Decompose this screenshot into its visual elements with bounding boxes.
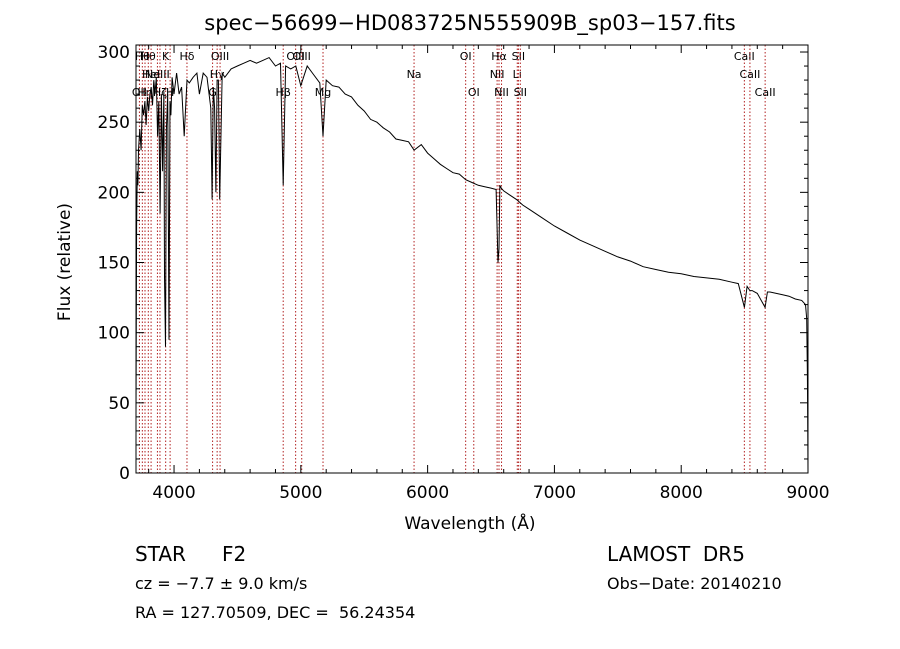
chart-title: spec−56699−HD083725N555909B_sp03−157.fit… [204, 11, 735, 36]
x-tick-label: 4000 [152, 483, 195, 503]
x-tick-label: 6000 [406, 483, 449, 503]
x-tick-label: 9000 [786, 483, 829, 503]
line-label: Hθ [135, 50, 150, 63]
line-label: CaII [734, 50, 755, 63]
line-label: SII [512, 50, 525, 63]
line-label: NII [490, 68, 505, 81]
x-tick-label: 8000 [660, 483, 703, 503]
line-label: OIII [211, 50, 229, 63]
y-tick-label: 50 [108, 394, 130, 414]
line-label: Li [513, 68, 522, 81]
line-label: OI [460, 50, 472, 63]
line-label: Hβ [276, 86, 291, 99]
spectrum-line [135, 56, 809, 474]
y-tick-label: 100 [98, 324, 130, 344]
ra-dec: RA = 127.70509, DEC = 56.24354 [135, 603, 416, 622]
y-tick-label: 150 [98, 254, 130, 274]
line-label: OIII [286, 50, 304, 63]
observation-date: Obs−Date: 20140210 [607, 574, 782, 593]
line-label: Hθ [141, 50, 156, 63]
line-label: Hα [491, 50, 507, 63]
line-label: HeI [142, 68, 160, 81]
line-label: Hη [137, 86, 152, 99]
axes: 4000 5000 6000 7000 8000 9000 0 50 100 150 200 250 3… [98, 43, 830, 503]
y-tick-label: 250 [98, 113, 130, 133]
line-label: OI [468, 86, 480, 99]
line-label: CaII [739, 68, 760, 81]
line-label: NeIII [145, 68, 170, 81]
line-label: OIII [293, 50, 311, 63]
spectral-subclass: F2 [222, 542, 247, 566]
line-label: SII [514, 86, 527, 99]
line-label: NII [494, 86, 509, 99]
object-class: STAR [135, 542, 186, 566]
y-tick-label: 0 [119, 464, 130, 484]
y-tick-label: 200 [98, 183, 130, 203]
x-axis-label: Wavelength (Å) [404, 512, 535, 534]
y-axis-label: Flux (relative) [55, 203, 75, 321]
redshift-cz: cz = −7.7 ± 9.0 km/s [135, 574, 308, 593]
line-label: Mg [315, 86, 331, 99]
line-label: Hγ [210, 68, 225, 81]
y-tick-label: 300 [98, 43, 130, 63]
line-label: G [208, 86, 217, 99]
survey-name: LAMOST DR5 [607, 542, 745, 566]
line-label: H [166, 86, 174, 99]
x-tick-label: 5000 [279, 483, 322, 503]
line-label: K [162, 50, 170, 63]
plot-frame [135, 44, 809, 474]
line-label: Hδ [179, 50, 194, 63]
x-tick-label: 7000 [533, 483, 576, 503]
line-label: Na [407, 68, 422, 81]
emission-line-markers: OIIHθHηHθHeINeIIIHζKHHδGHγOIIIHβOIIIOIII… [132, 45, 776, 473]
line-label: CaII [755, 86, 776, 99]
